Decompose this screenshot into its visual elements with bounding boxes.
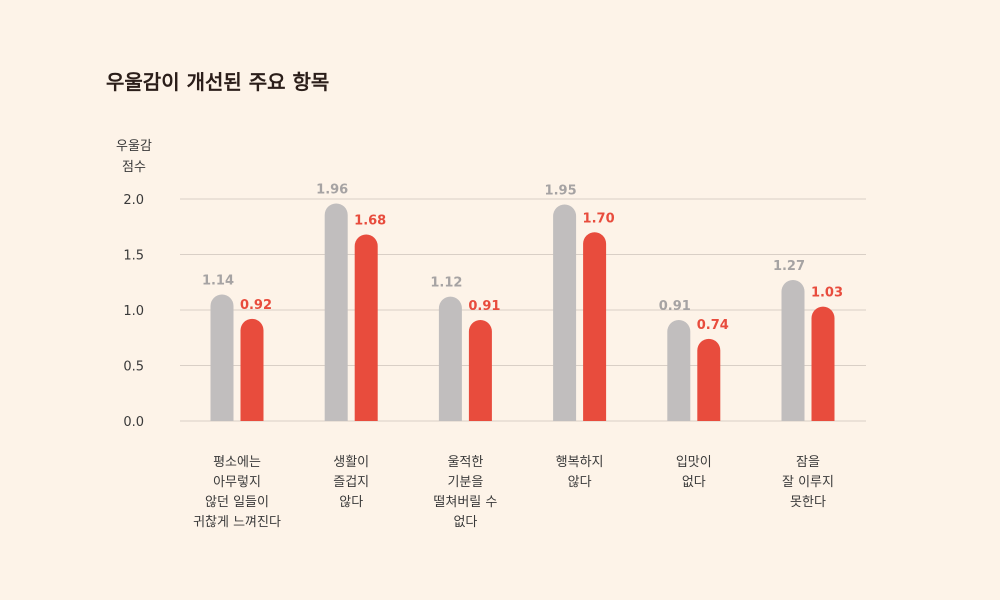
data-label-series-1: 1.95: [545, 184, 577, 199]
y-tick-label: 0.0: [123, 415, 144, 430]
bar-series-1: [781, 280, 805, 421]
y-axis-ticks: 2.0 1.5 1.0 0.5 0.0: [123, 193, 144, 430]
y-tick-label: 2.0: [123, 193, 144, 208]
data-label-series-1: 1.14: [202, 273, 234, 288]
category-label-line: 못한다: [790, 495, 826, 510]
bars: [210, 203, 835, 421]
bar-series-1: [667, 319, 691, 421]
category-label-line: 행복하지: [556, 454, 604, 470]
y-axis-label-line-2: 점수: [122, 160, 146, 175]
data-label-series-2: 1.68: [354, 214, 386, 229]
y-tick-label: 1.5: [123, 249, 144, 264]
category-label-line: 아무렇지: [213, 475, 261, 490]
category-label-line: 않던 일들이: [205, 495, 269, 510]
bar-series-1: [553, 204, 577, 421]
data-label-series-1: 0.91: [659, 299, 691, 314]
data-label-series-1: 1.27: [773, 259, 805, 274]
category-label-line: 입맛이: [676, 455, 712, 470]
chart-title: 우울감이 개선된 주요 항목: [106, 70, 329, 94]
bar-series-2: [240, 318, 264, 421]
category-label-line: 귀찮게 느껴진다: [193, 515, 281, 530]
category-label-line: 잠을: [796, 455, 820, 470]
bar-series-2: [354, 234, 378, 421]
data-label-series-2: 1.70: [583, 211, 615, 226]
data-label-series-1: 1.96: [316, 182, 348, 197]
value-labels: 1.14 0.92 1.96 1.68 1.12 0.91 1.95 1.70 0.91 0.74…: [202, 182, 843, 332]
data-label-series-1: 1.12: [430, 276, 462, 291]
y-tick-label: 0.5: [123, 360, 144, 375]
category-label-line: 평소에는: [213, 455, 261, 470]
category-label-line: 기분을: [447, 475, 483, 490]
category-label-line: 생활이: [333, 455, 369, 470]
category-label-line: 않다: [339, 495, 363, 510]
data-label-series-2: 0.74: [697, 318, 729, 333]
category-label-line: 즐겁지: [333, 475, 369, 490]
category-label-line: 없다: [682, 475, 706, 490]
category-label-line: 않다: [568, 475, 592, 490]
data-label-series-2: 0.91: [468, 299, 500, 314]
bar-series-2: [468, 319, 492, 421]
y-axis-label-line-1: 우울감: [116, 139, 152, 154]
bar-series-1: [210, 294, 234, 421]
data-label-series-2: 1.03: [811, 286, 843, 301]
bar-series-2: [583, 232, 607, 421]
bar-series-1: [324, 203, 348, 421]
category-label-line: 울적한: [447, 455, 483, 470]
category-label-line: 잘 이루지: [782, 475, 834, 490]
data-label-series-2: 0.92: [240, 298, 272, 313]
y-tick-label: 1.0: [123, 304, 144, 319]
category-label-line: 없다: [453, 515, 477, 530]
category-label-line: 떨쳐버릴 수: [433, 495, 497, 510]
bar-series-2: [697, 338, 721, 421]
bar-series-1: [438, 296, 462, 421]
bar-series-2: [811, 306, 835, 421]
gridlines: [180, 198, 866, 422]
